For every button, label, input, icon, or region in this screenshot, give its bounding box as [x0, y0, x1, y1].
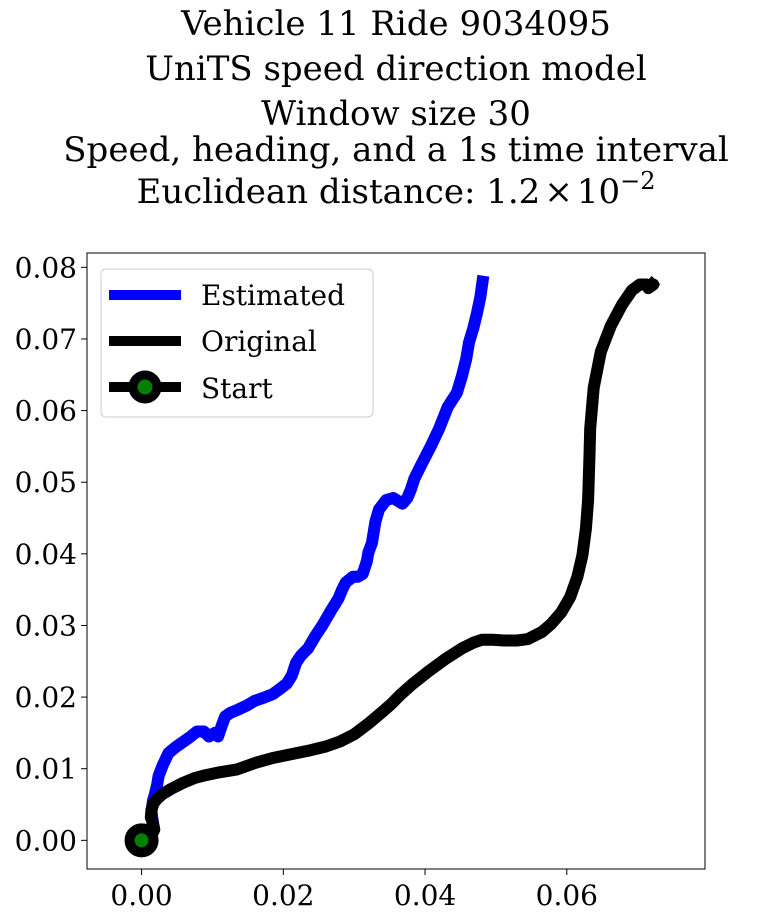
x-tick-label: 0.04 [394, 879, 456, 912]
chart-title: Vehicle 11 Ride 9034095 UniTS speed dire… [63, 4, 728, 212]
title-line-1: Vehicle 11 Ride 9034095 [180, 4, 611, 44]
distance-base: 10 [577, 172, 620, 212]
y-tick-label: 0.05 [15, 466, 77, 499]
title-line-4: Speed, heading, and a 1s time interval [63, 130, 728, 170]
y-tick-label: 0.06 [15, 395, 77, 428]
legend-box [100, 268, 374, 418]
distance-label: Euclidean distance: [137, 172, 487, 212]
plot-data [124, 274, 661, 858]
series-line-estimated [134, 274, 490, 848]
x-tick-label: 0.06 [536, 879, 598, 912]
plot-frame [86, 252, 706, 870]
distance-times: × [544, 172, 573, 212]
distance-mantissa: 1.2 [486, 172, 540, 212]
distance-exponent: −2 [620, 167, 655, 195]
x-tick-label: 0.00 [110, 879, 172, 912]
start-marker [124, 823, 159, 858]
y-axis: 0.00 0.01 0.02 0.03 0.04 0.05 0.06 0.07 0.08 [15, 251, 87, 857]
x-axis: 0.00 0.02 0.04 0.06 [110, 869, 598, 912]
y-tick-label: 0.03 [15, 609, 77, 642]
legend-label-estimated: Estimated [201, 279, 345, 312]
title-line-2: UniTS speed direction model [145, 49, 646, 89]
title-line-3: Window size 30 [261, 94, 531, 134]
y-tick-label: 0.00 [15, 824, 77, 857]
y-tick-label: 0.08 [15, 251, 77, 284]
y-tick-label: 0.04 [15, 538, 77, 571]
x-tick-label: 0.02 [252, 879, 314, 912]
legend-label-start: Start [201, 372, 274, 405]
y-tick-label: 0.01 [15, 753, 77, 786]
legend-swatch-start-marker [128, 370, 162, 404]
y-tick-label: 0.02 [15, 681, 77, 714]
series-line-original [133, 276, 661, 849]
y-tick-label: 0.07 [15, 323, 77, 356]
title-line-5: Euclidean distance: 1.2 × 10−2 [137, 167, 656, 212]
legend: Estimated Original Start [100, 268, 374, 418]
legend-label-original: Original [201, 325, 317, 358]
